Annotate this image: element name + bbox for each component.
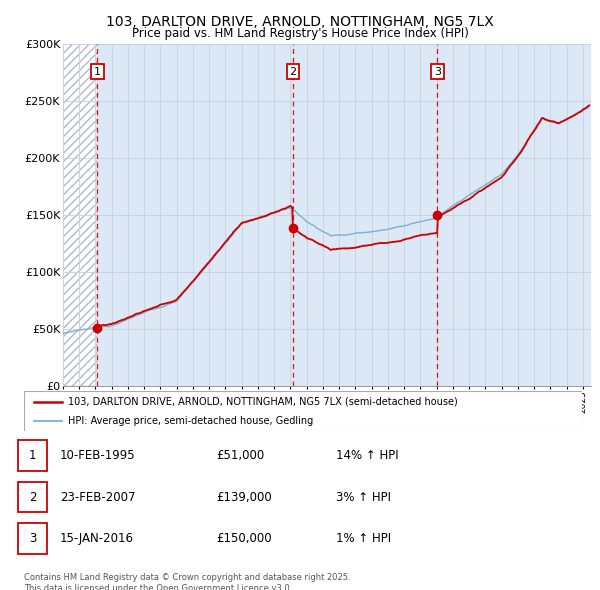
Text: 103, DARLTON DRIVE, ARNOLD, NOTTINGHAM, NG5 7LX: 103, DARLTON DRIVE, ARNOLD, NOTTINGHAM, … [106,15,494,29]
Text: 1: 1 [94,67,101,77]
Text: 3% ↑ HPI: 3% ↑ HPI [336,490,391,504]
Text: 2: 2 [289,67,296,77]
Text: £139,000: £139,000 [216,490,272,504]
Text: 1: 1 [29,449,36,463]
FancyBboxPatch shape [18,440,47,471]
Text: 2: 2 [29,490,36,504]
Text: Price paid vs. HM Land Registry's House Price Index (HPI): Price paid vs. HM Land Registry's House … [131,27,469,40]
Bar [63,44,97,386]
Text: £150,000: £150,000 [216,532,272,545]
Text: £51,000: £51,000 [216,449,264,463]
Text: 10-FEB-1995: 10-FEB-1995 [60,449,136,463]
Text: 3: 3 [434,67,441,77]
Text: 1% ↑ HPI: 1% ↑ HPI [336,532,391,545]
Text: 14% ↑ HPI: 14% ↑ HPI [336,449,398,463]
Text: 15-JAN-2016: 15-JAN-2016 [60,532,134,545]
FancyBboxPatch shape [18,523,47,553]
Text: Contains HM Land Registry data © Crown copyright and database right 2025.
This d: Contains HM Land Registry data © Crown c… [24,573,350,590]
Text: 103, DARLTON DRIVE, ARNOLD, NOTTINGHAM, NG5 7LX (semi-detached house): 103, DARLTON DRIVE, ARNOLD, NOTTINGHAM, … [68,397,457,407]
FancyBboxPatch shape [24,391,582,431]
FancyBboxPatch shape [18,481,47,512]
Text: 23-FEB-2007: 23-FEB-2007 [60,490,136,504]
Text: HPI: Average price, semi-detached house, Gedling: HPI: Average price, semi-detached house,… [68,416,313,425]
Text: 3: 3 [29,532,36,545]
